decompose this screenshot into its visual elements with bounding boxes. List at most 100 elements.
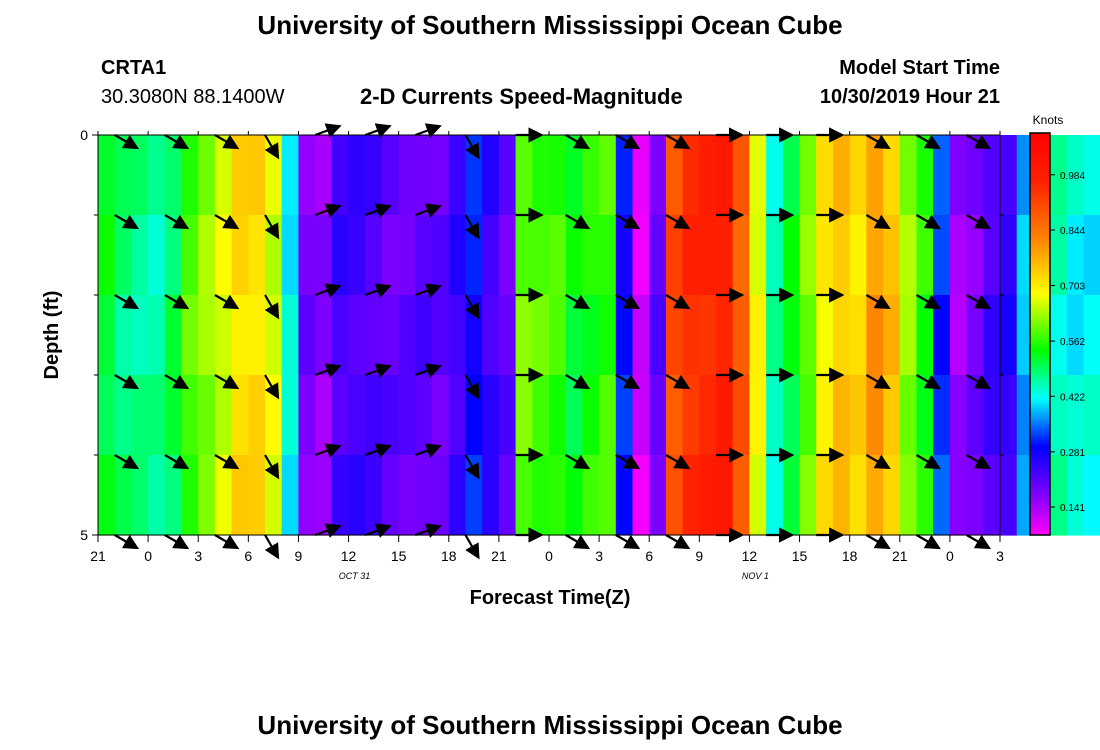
heatmap-cell [164, 135, 183, 216]
heatmap-cell [749, 455, 767, 536]
current-arrow [414, 283, 442, 298]
heatmap-cell [331, 295, 350, 376]
colorbar-units: Knots [1033, 113, 1064, 127]
heatmap-cell [532, 295, 550, 376]
heatmap-cell [214, 375, 233, 456]
heatmap-cell [198, 215, 216, 296]
heatmap-cell [181, 455, 199, 536]
heatmap-cell [949, 135, 968, 216]
current-arrow [915, 534, 941, 550]
heatmap-cell [498, 375, 517, 456]
heatmap-cell [398, 295, 416, 376]
heatmap-cell [1066, 135, 1085, 216]
current-arrow [364, 443, 392, 458]
heatmap-cell [365, 375, 383, 456]
heatmap-cell [732, 295, 751, 376]
heatmap-cell [665, 375, 684, 456]
heatmap-cell [966, 215, 984, 296]
heatmap-cell [983, 375, 1001, 456]
heatmap-cell [515, 295, 533, 376]
heatmap-cell [398, 215, 416, 296]
heatmap-cell [498, 215, 517, 296]
x-tick-label: 3 [194, 548, 202, 564]
heatmap-cell [98, 455, 116, 536]
heatmap-cell [949, 455, 968, 536]
heatmap-cell [632, 295, 650, 376]
current-arrow [665, 214, 691, 230]
heatmap-cell [398, 455, 416, 536]
heatmap-cell [966, 455, 984, 536]
heatmap-cell [782, 455, 801, 536]
heatmap-cell [265, 215, 283, 296]
date-label: OCT 31 [339, 571, 371, 581]
heatmap-cell [716, 295, 734, 376]
colorbar-tick-label: 0.141 [1060, 503, 1085, 514]
colorbar-tick-label: 0.281 [1060, 448, 1085, 459]
colorbar-tick-label: 0.422 [1060, 392, 1085, 403]
colorbar: Knots 0.141 0.281 0.422 0.562 0.703 0.844 0.984 [1029, 113, 1085, 536]
heatmap-cell [265, 455, 283, 536]
current-arrow [364, 283, 392, 298]
x-tick-label: 12 [341, 548, 357, 564]
current-arrow [464, 134, 480, 160]
heatmap-cell [749, 295, 767, 376]
current-arrow [464, 294, 480, 320]
date-label: NOV 1 [742, 571, 769, 581]
heatmap-cell [632, 375, 650, 456]
current-arrow [966, 134, 992, 150]
heatmap-cell [1066, 375, 1085, 456]
heatmap-cell [331, 375, 350, 456]
current-arrow [915, 374, 941, 390]
heatmap-cell [164, 215, 183, 296]
heatmap-cell [816, 295, 834, 376]
heatmap-cell [448, 455, 467, 536]
heatmap-cell [1066, 295, 1085, 376]
heatmap-cell [649, 215, 667, 296]
heatmap-cell [398, 375, 416, 456]
heatmap-cell [365, 215, 383, 296]
heatmap-cell [615, 295, 634, 376]
heatmap-cell [298, 295, 316, 376]
heatmap-cell [498, 455, 517, 536]
current-arrow [414, 203, 442, 218]
current-arrow [114, 134, 140, 150]
current-arrow [615, 454, 641, 470]
heatmap-cell [716, 135, 734, 216]
heatmap-cell [381, 455, 400, 536]
heatmap-cell [281, 455, 300, 536]
heatmap-cell [665, 455, 684, 536]
heatmap-cell [933, 135, 951, 216]
heatmap-cell [498, 295, 517, 376]
current-arrow [164, 374, 190, 390]
heatmap-cell [281, 135, 300, 216]
heatmap-cell [281, 295, 300, 376]
current-arrow [565, 294, 591, 310]
heatmap-cell [465, 295, 483, 376]
heatmap-cell [515, 375, 533, 456]
heatmap-cell [632, 455, 650, 536]
heatmap-cell [248, 295, 266, 376]
heatmap-cell [549, 295, 567, 376]
heatmap-cell [749, 375, 767, 456]
heatmap-cell [916, 135, 934, 216]
heatmap-cell [298, 215, 316, 296]
current-arrow [364, 523, 392, 538]
heatmap-cell [966, 375, 984, 456]
heatmap-cell [732, 455, 751, 536]
heatmap-cell [98, 135, 116, 216]
heatmap-cell [883, 295, 901, 376]
page-title-top: University of Southern Mississippi Ocean… [257, 10, 843, 40]
current-arrow [915, 214, 941, 230]
heatmap-cell [148, 375, 166, 456]
current-arrow [114, 214, 140, 230]
heatmap-cell [899, 455, 918, 536]
current-arrow [114, 374, 140, 390]
x-tick-label: 6 [645, 548, 653, 564]
heatmap-cell [331, 135, 350, 216]
x-tick-label: 0 [144, 548, 152, 564]
heatmap-cell [432, 135, 450, 216]
heatmap-cell [181, 295, 199, 376]
heatmap-cell [816, 455, 834, 536]
heatmap-cell [699, 215, 717, 296]
